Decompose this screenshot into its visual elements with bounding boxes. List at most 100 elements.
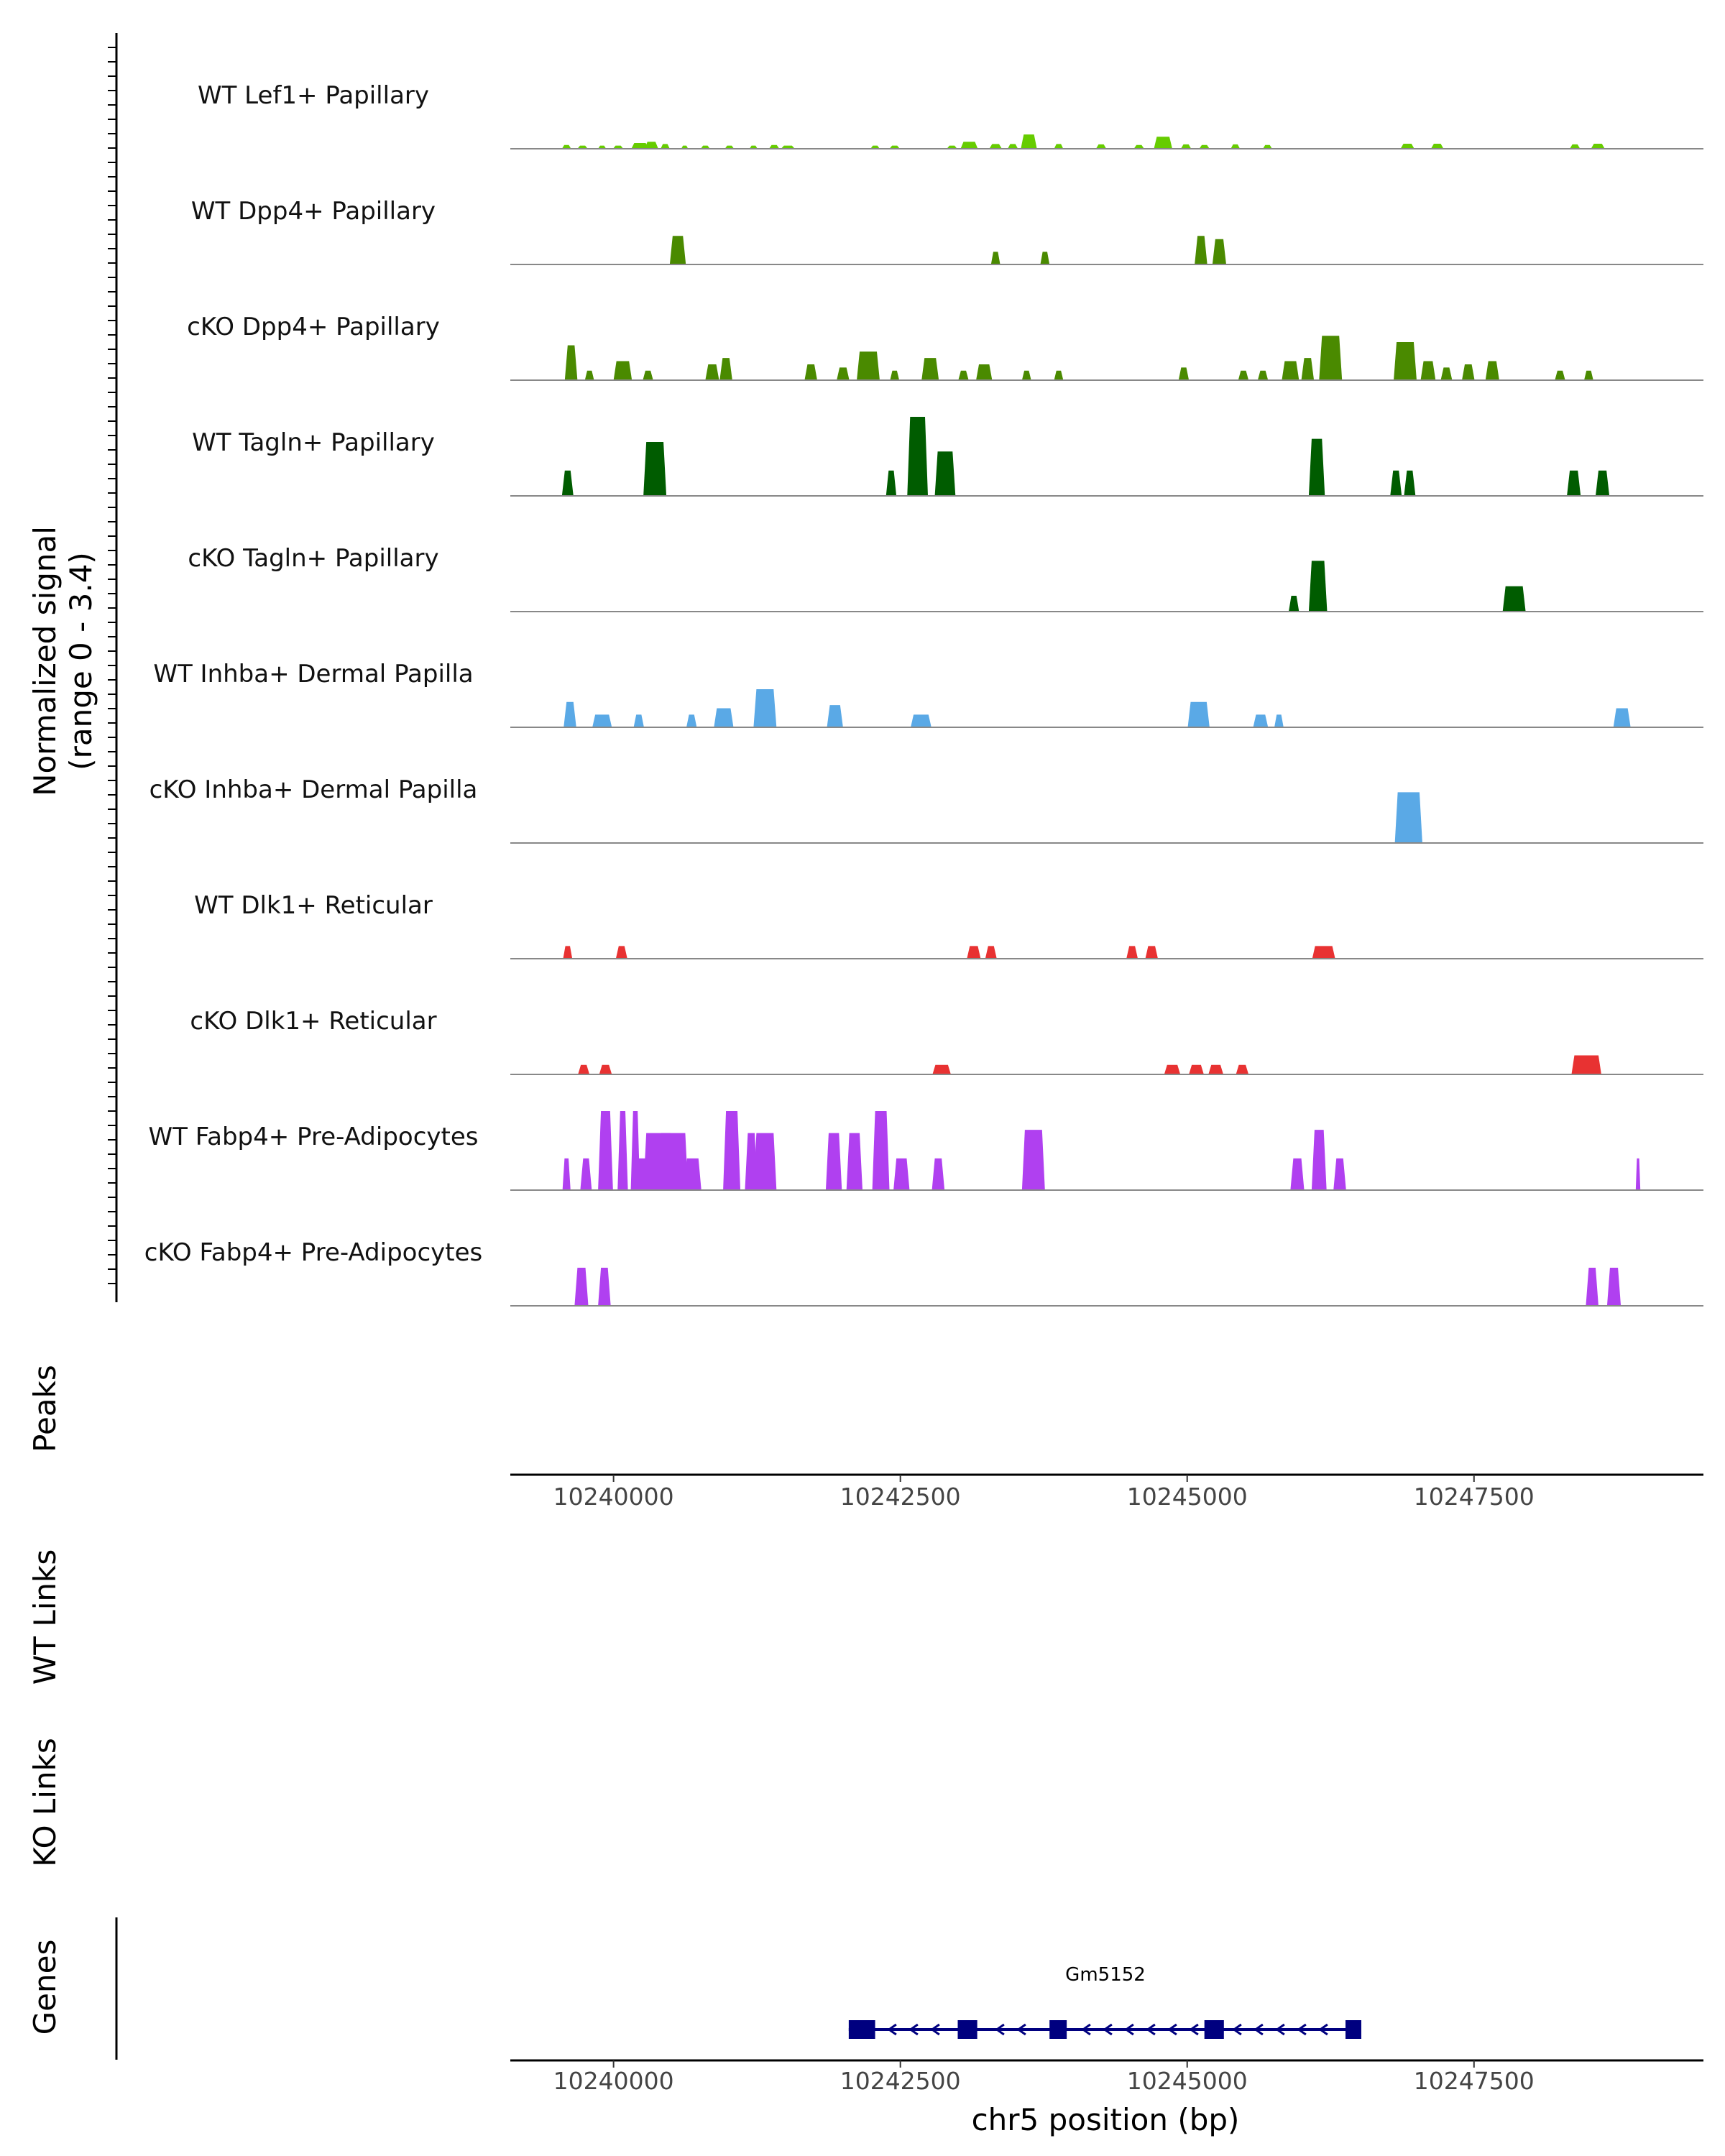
track-label: WT Tagln+ Papillary	[192, 428, 435, 457]
x-tick-label: 10240000	[553, 1483, 674, 1511]
track-label: cKO Inhba+ Dermal Papilla	[150, 775, 478, 804]
strand-arrow	[1124, 2023, 1134, 2036]
gene-exon	[1346, 2020, 1361, 2039]
coverage-peak	[1394, 792, 1422, 843]
coverage-peak	[886, 470, 897, 496]
coverage-peak	[564, 345, 578, 380]
track-label: WT Dlk1+ Reticular	[194, 891, 433, 920]
track: cKO Inhba+ Dermal Papilla	[150, 775, 1703, 844]
x-tick-label: 10240000	[553, 2067, 674, 2095]
coverage-peak	[631, 143, 649, 149]
coverage-peak	[633, 714, 644, 727]
coverage-peak	[781, 145, 795, 149]
track: cKO Fabp4+ Pre-Adipocytes	[144, 1238, 1703, 1307]
track: cKO Tagln+ Papillary	[188, 544, 1703, 612]
coverage-peak	[661, 144, 670, 149]
coverage-peak	[934, 451, 956, 496]
coverage-peak	[681, 145, 689, 149]
track: WT Fabp4+ Pre-Adipocytes	[149, 1111, 1703, 1191]
coverage-peak	[580, 1158, 592, 1190]
track: WT Dpp4+ Papillary	[191, 197, 1703, 265]
coverage-peak	[1635, 1158, 1641, 1190]
track-label: WT Fabp4+ Pre-Adipocytes	[149, 1123, 479, 1151]
coverage-peak	[1054, 370, 1064, 380]
genes-x-ticks: 10240000 10242500 10245000 10247500	[553, 2060, 1535, 2095]
coverage-peak	[592, 714, 612, 727]
coverage-peak	[804, 364, 817, 380]
coverage-peak	[911, 714, 932, 727]
coverage-peak	[714, 708, 734, 727]
coverage-peak	[1485, 361, 1499, 380]
track-label: cKO Dpp4+ Papillary	[187, 313, 440, 341]
coverage-peak	[1189, 1064, 1204, 1074]
track: cKO Dpp4+ Papillary	[187, 313, 1703, 381]
x-tick-label: 10247500	[1414, 2067, 1535, 2095]
coverage-peak	[1054, 144, 1064, 149]
strand-arrow	[1318, 2023, 1328, 2036]
coverage-peak	[989, 144, 1002, 149]
coverage-peak	[1187, 701, 1210, 727]
coverage-peak	[990, 252, 1000, 264]
coverage-peak	[617, 1111, 628, 1190]
gene-exon	[848, 2020, 875, 2039]
coverage-peak	[700, 145, 710, 149]
track: WT Dlk1+ Reticular	[194, 891, 1703, 959]
coverage-peak	[753, 689, 777, 727]
coverage-peak	[1274, 714, 1284, 727]
gene-exon	[1049, 2020, 1067, 2039]
coverage-peak	[846, 1133, 863, 1190]
coverage-peak	[561, 470, 574, 496]
coverage-peak	[749, 145, 758, 149]
coverage-peak	[1584, 370, 1593, 380]
signal-y-ticks	[108, 47, 116, 1284]
gene-name-label: Gm5152	[1065, 1964, 1146, 1986]
x-tick-label: 10242500	[840, 1483, 961, 1511]
strand-arrow	[908, 2023, 919, 2036]
coverage-peak	[598, 1111, 613, 1190]
coverage-peak	[1430, 143, 1444, 149]
coverage-peak	[1613, 708, 1631, 727]
coverage-peak	[825, 1133, 842, 1190]
coverage-peak	[768, 144, 780, 149]
strand-arrow	[1103, 2023, 1113, 2036]
coverage-peak	[1420, 361, 1436, 380]
coverage-peak	[1301, 358, 1315, 380]
track: WT Inhba+ Dermal Papilla	[153, 660, 1703, 728]
coverage-peak	[890, 370, 900, 380]
coverage-peak	[1333, 1158, 1346, 1190]
coverage-peak	[932, 1064, 951, 1074]
coverage-peak	[1095, 144, 1107, 149]
strand-arrow	[1146, 2023, 1156, 2036]
coverage-peak	[578, 1064, 590, 1074]
coverage-tracks: WT Lef1+ Papillary WT Dpp4+ Papillary cKO …	[144, 81, 1703, 1307]
coverage-peak	[1145, 946, 1159, 959]
coverage-peak	[837, 367, 850, 380]
coverage-peak	[1290, 1158, 1305, 1190]
coverage-peak	[643, 370, 653, 380]
signal-ylabel-line2: (range 0 - 3.4)	[63, 552, 98, 770]
coverage-peak	[1586, 1268, 1598, 1306]
strand-arrow	[1016, 2023, 1026, 2036]
track-label: cKO Dlk1+ Reticular	[190, 1007, 436, 1036]
strand-arrow	[1189, 2023, 1199, 2036]
coverage-peak	[1462, 364, 1475, 380]
coverage-peak	[857, 351, 880, 380]
coverage-peak	[1263, 144, 1272, 149]
coverage-peak	[1021, 370, 1031, 380]
coverage-peak	[985, 946, 997, 959]
coverage-peak	[921, 358, 939, 380]
signal-ylabel-line1: Normalized signal	[27, 526, 63, 796]
coverage-peak	[893, 1158, 910, 1190]
coverage-peak	[872, 1111, 890, 1190]
track: cKO Dlk1+ Reticular	[190, 1007, 1703, 1075]
track: WT Tagln+ Papillary	[192, 417, 1703, 497]
coverage-peak	[1230, 144, 1241, 149]
coverage-peak	[1440, 367, 1453, 380]
coverage-peak	[724, 145, 735, 149]
gene-exon	[1204, 2020, 1224, 2039]
coverage-peak	[643, 442, 667, 496]
coverage-peak	[574, 1268, 589, 1306]
coverage-peak	[584, 370, 594, 380]
strand-arrow	[1254, 2023, 1264, 2036]
